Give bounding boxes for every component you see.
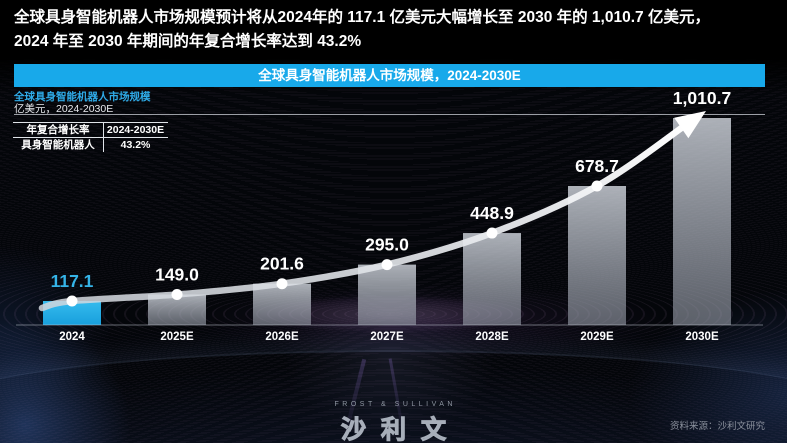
value-label-2025E: 149.0: [155, 264, 199, 284]
market-size-bar-chart: 117.1 149.0 201.6 295.0 448.9 678.7 1,010.7 202…: [16, 88, 763, 343]
data-source: 资料来源：沙利文研究: [669, 421, 765, 432]
cagr-table-header-row: 年复合增长率 2024-2030E: [13, 123, 168, 138]
chart-title-banner: 全球具身智能机器人市场规模，2024-2030E: [14, 64, 765, 87]
logo-wordmark: FROST & SULLIVAN: [334, 401, 456, 408]
value-label-2026E: 201.6: [260, 254, 304, 274]
logo-name: 沙利文: [340, 415, 461, 443]
cagr-row-value: 43.2%: [120, 139, 151, 151]
chart-unit-label: 亿美元，2024-2030E: [14, 103, 114, 115]
trend-dot-2028E: [486, 227, 498, 239]
x-tick-2028E: 2028E: [475, 331, 509, 343]
value-label-2028E: 448.9: [470, 203, 514, 223]
background-horizon-glow: [0, 350, 787, 443]
chart-subtitle: 全球具身智能机器人市场规模: [14, 91, 151, 103]
x-tick-2027E: 2027E: [370, 331, 404, 343]
page-title: 全球具身智能机器人市场规模预计将从2024年的 117.1 亿美元大幅增长至 2…: [14, 6, 780, 54]
bar-2028E: [463, 233, 521, 325]
trend-dot-2027E: [381, 259, 393, 271]
cagr-header-metric: 年复合增长率: [13, 123, 104, 137]
cagr-header-period: 2024-2030E: [106, 124, 165, 136]
value-label-2029E: 678.7: [575, 156, 619, 176]
cagr-row-label: 具身智能机器人: [13, 138, 104, 152]
x-tick-2025E: 2025E: [160, 331, 194, 343]
value-label-2027E: 295.0: [365, 235, 409, 255]
value-label-2030E: 1,010.7: [673, 88, 731, 108]
trend-arrow-head: [674, 111, 706, 139]
bar-2030E: [673, 118, 731, 325]
header-divider: [14, 114, 765, 115]
x-tick-2029E: 2029E: [580, 331, 614, 343]
trend-dot-2026E: [276, 278, 288, 290]
value-label-2024: 117.1: [51, 271, 94, 291]
bar-2029E: [568, 185, 626, 325]
bar-2027E: [358, 264, 416, 325]
cagr-table-data-row: 具身智能机器人 43.2%: [13, 138, 168, 152]
bar-2024: [43, 301, 101, 325]
bar-2026E: [253, 283, 311, 325]
x-tick-2026E: 2026E: [265, 331, 299, 343]
x-tick-2030E: 2030E: [685, 331, 719, 343]
headline-line-2: 2024 年至 2030 年期间的年复合增长率达到 43.2%: [14, 33, 362, 50]
headline-line-1: 全球具身智能机器人市场规模预计将从2024年的 117.1 亿美元大幅增长至 2…: [14, 9, 710, 26]
trend-dot-2029E: [591, 180, 603, 192]
trend-dot-2025E: [171, 288, 183, 300]
cagr-table: 年复合增长率 2024-2030E 具身智能机器人 43.2%: [13, 122, 168, 152]
trend-line: [38, 121, 690, 312]
trend-dot-2024: [66, 295, 78, 307]
x-tick-2024: 2024: [59, 331, 85, 343]
frost-sullivan-logo: FROST & SULLIVAN 沙利文: [0, 401, 787, 443]
